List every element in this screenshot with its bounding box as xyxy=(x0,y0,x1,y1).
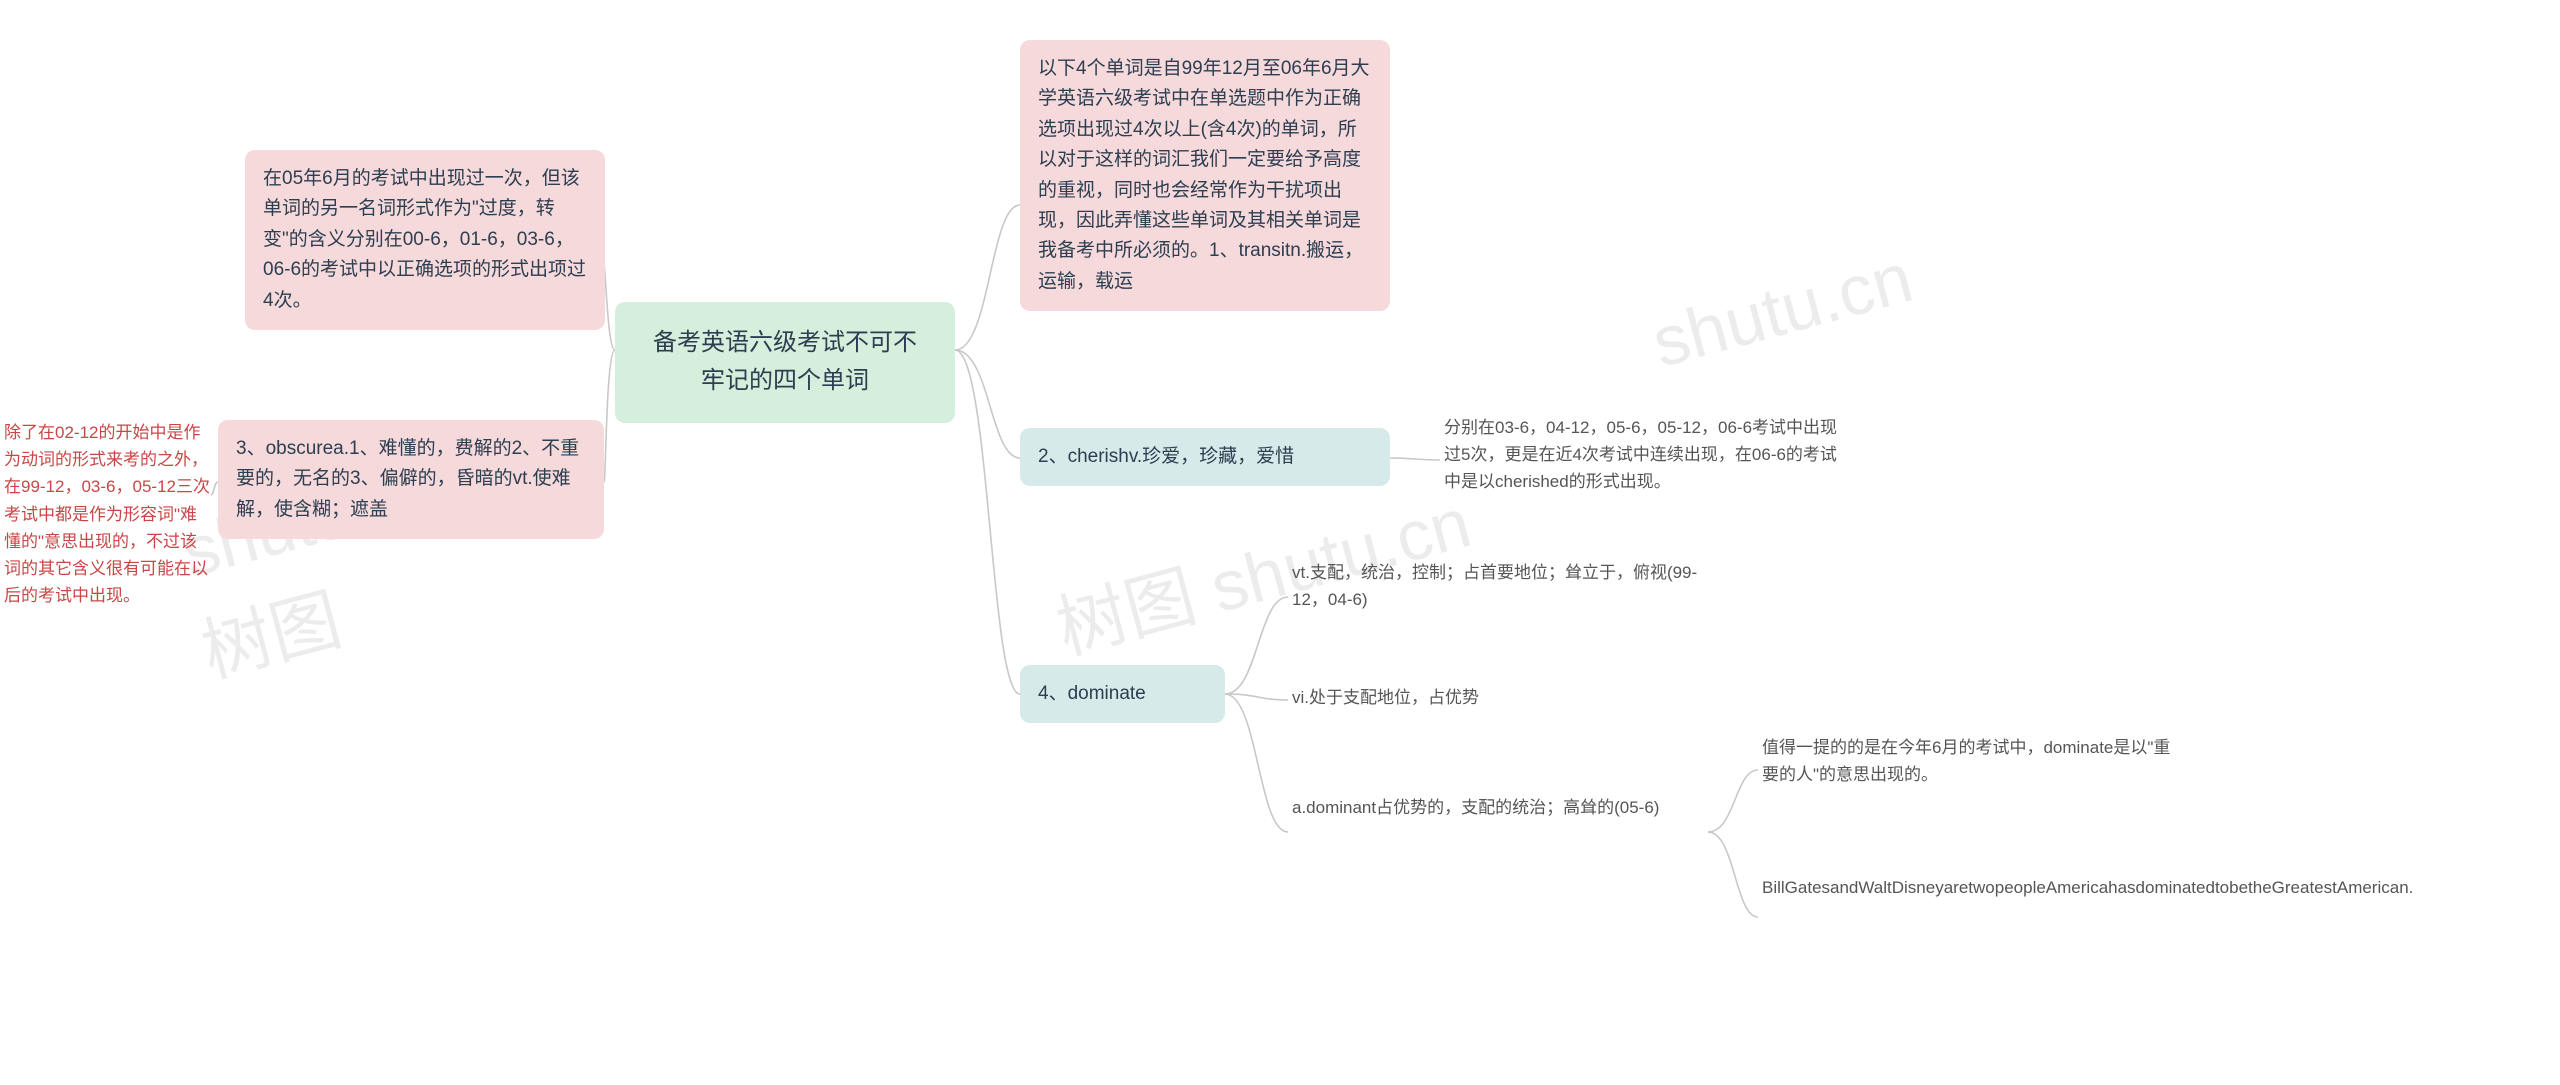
obscure-note-text: 除了在02-12的开始中是作为动词的形式来考的之外，在99-12，03-6，05… xyxy=(4,423,210,605)
dominate-note1: 值得一提的的是在今年6月的考试中，dominate是以"重要的人"的意思出现的。 xyxy=(1758,730,2183,792)
dominate-sub2-text: vi.处于支配地位，占优势 xyxy=(1292,688,1479,707)
dominate-node: 4、dominate xyxy=(1020,665,1225,723)
root-node: 备考英语六级考试不可不 牢记的四个单词 xyxy=(615,302,955,423)
dominate-sub1-text: vt.支配，统治，控制；占首要地位；耸立于，俯视(99-12，04-6) xyxy=(1292,563,1697,609)
watermark: shutu.cn xyxy=(1644,237,1920,383)
dominate-text: 4、dominate xyxy=(1038,683,1146,704)
dominate-note2: BillGatesandWaltDisneyaretwopeopleAmeric… xyxy=(1758,870,2183,905)
dominate-sub3-text: a.dominant占优势的，支配的统治；高耸的(05-6) xyxy=(1292,798,1659,817)
dominate-note1-text: 值得一提的的是在今年6月的考试中，dominate是以"重要的人"的意思出现的。 xyxy=(1762,738,2170,784)
transit-node: 以下4个单词是自99年12月至06年6月大学英语六级考试中在单选题中作为正确选项… xyxy=(1020,40,1390,311)
obscure-note: 除了在02-12的开始中是作为动词的形式来考的之外，在99-12，03-6，05… xyxy=(0,415,215,613)
mindmap-canvas: shutu.cn 树图 树图 shutu.cn shutu.cn 备考英语六级考… xyxy=(0,0,2560,1085)
dominate-sub3: a.dominant占优势的，支配的统治；高耸的(05-6) xyxy=(1288,790,1708,825)
dominate-note2-text: BillGatesandWaltDisneyaretwopeopleAmeric… xyxy=(1762,878,2413,897)
transit-note-node: 在05年6月的考试中出现过一次，但该单词的另一名词形式作为"过度，转变"的含义分… xyxy=(245,150,605,330)
cherish-text: 2、cherishv.珍爱，珍藏，爱惜 xyxy=(1038,446,1294,467)
cherish-note-text: 分别在03-6，04-12，05-6，05-12，06-6考试中出现过5次，更是… xyxy=(1444,418,1837,491)
dominate-sub1: vt.支配，统治，控制；占首要地位；耸立于，俯视(99-12，04-6) xyxy=(1288,555,1708,617)
obscure-node: 3、obscurea.1、难懂的，费解的2、不重要的，无名的3、偏僻的，昏暗的v… xyxy=(218,420,604,539)
dominate-sub2: vi.处于支配地位，占优势 xyxy=(1288,680,1708,715)
transit-note-text: 在05年6月的考试中出现过一次，但该单词的另一名词形式作为"过度，转变"的含义分… xyxy=(263,168,586,311)
root-text: 备考英语六级考试不可不 牢记的四个单词 xyxy=(639,324,931,401)
cherish-node: 2、cherishv.珍爱，珍藏，爱惜 xyxy=(1020,428,1390,486)
transit-text: 以下4个单词是自99年12月至06年6月大学英语六级考试中在单选题中作为正确选项… xyxy=(1038,58,1370,292)
cherish-note: 分别在03-6，04-12，05-6，05-12，06-6考试中出现过5次，更是… xyxy=(1440,410,1845,500)
obscure-text: 3、obscurea.1、难懂的，费解的2、不重要的，无名的3、偏僻的，昏暗的v… xyxy=(236,438,579,520)
